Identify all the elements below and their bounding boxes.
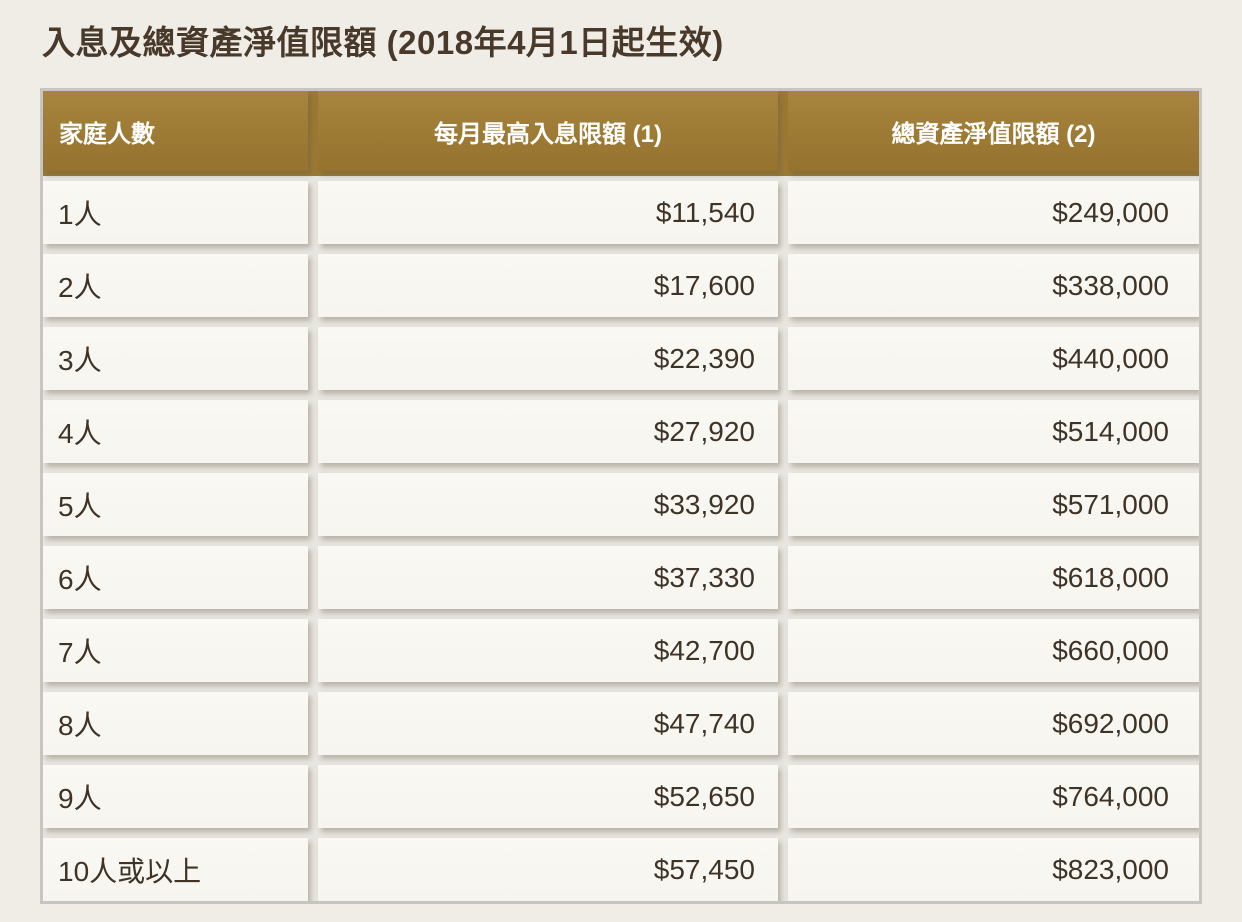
limits-table: 家庭人數 每月最高入息限額 (1) 總資產淨值限額 (2) 1人 $11,540… [40, 88, 1202, 904]
table-cell-total-net-asset-limit: $338,000 [788, 254, 1199, 317]
table-cell-total-net-asset-limit: $692,000 [788, 692, 1199, 755]
table-cell-max-monthly-income: $27,920 [318, 400, 778, 463]
page-title: 入息及總資產淨值限額 (2018年4月1日起生效) [42, 24, 724, 61]
table-cell-max-monthly-income: $17,600 [318, 254, 778, 317]
table-cell-household-size: 10人或以上 [43, 838, 308, 901]
table-cell-household-size: 9人 [43, 765, 308, 828]
table-cell-total-net-asset-limit: $440,000 [788, 327, 1199, 390]
table-cell-total-net-asset-limit: $660,000 [788, 619, 1199, 682]
table-cell-max-monthly-income: $11,540 [318, 181, 778, 244]
table-cell-household-size: 4人 [43, 400, 308, 463]
table-cell-household-size: 1人 [43, 181, 308, 244]
table-cell-household-size: 3人 [43, 327, 308, 390]
table-cell-max-monthly-income: $47,740 [318, 692, 778, 755]
table-cell-total-net-asset-limit: $823,000 [788, 838, 1199, 901]
table-cell-household-size: 5人 [43, 473, 308, 536]
table-cell-household-size: 8人 [43, 692, 308, 755]
table-cell-total-net-asset-limit: $764,000 [788, 765, 1199, 828]
table-cell-max-monthly-income: $33,920 [318, 473, 778, 536]
table-cell-max-monthly-income: $52,650 [318, 765, 778, 828]
table-cell-household-size: 2人 [43, 254, 308, 317]
column-header-max-monthly-income: 每月最高入息限額 (1) [318, 91, 778, 171]
table-cell-max-monthly-income: $37,330 [318, 546, 778, 609]
column-header-household-size: 家庭人數 [43, 91, 308, 171]
table-cell-total-net-asset-limit: $514,000 [788, 400, 1199, 463]
limits-table-grid: 家庭人數 每月最高入息限額 (1) 總資產淨值限額 (2) 1人 $11,540… [43, 91, 1199, 901]
table-cell-total-net-asset-limit: $618,000 [788, 546, 1199, 609]
table-cell-total-net-asset-limit: $249,000 [788, 181, 1199, 244]
table-cell-household-size: 6人 [43, 546, 308, 609]
table-cell-household-size: 7人 [43, 619, 308, 682]
table-cell-max-monthly-income: $22,390 [318, 327, 778, 390]
table-cell-max-monthly-income: $57,450 [318, 838, 778, 901]
table-cell-max-monthly-income: $42,700 [318, 619, 778, 682]
table-cell-total-net-asset-limit: $571,000 [788, 473, 1199, 536]
column-header-total-net-asset-limit: 總資產淨值限額 (2) [788, 91, 1199, 171]
